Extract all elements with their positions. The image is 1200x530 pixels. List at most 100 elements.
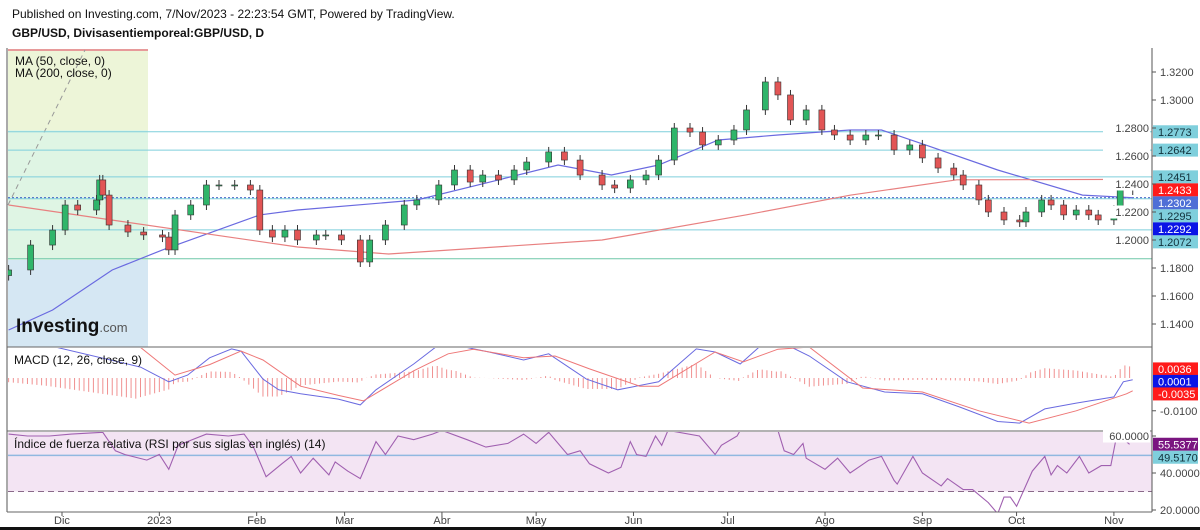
- candle-body: [862, 134, 870, 141]
- time-tick-label: Feb: [247, 515, 266, 527]
- candle-body: [1072, 209, 1080, 216]
- price-tag-bg: [1153, 437, 1198, 451]
- candle-body: [105, 194, 113, 226]
- ma200-legend-label: MA (200, close, 0): [15, 66, 112, 80]
- candle: [281, 225, 289, 243]
- candle-body: [27, 244, 34, 271]
- price-tick-label: 1.3200: [1160, 67, 1194, 79]
- price-tick-label: 1.3000: [1160, 95, 1194, 107]
- candle: [215, 179, 223, 190]
- candle: [256, 185, 264, 236]
- candle: [1060, 200, 1067, 220]
- candle-body: [356, 239, 364, 263]
- rsi-tick-label-bg: [1103, 429, 1150, 443]
- candle-body: [774, 81, 782, 96]
- macd-value-tag: -0.0035: [1153, 387, 1198, 401]
- candle-body: [950, 167, 958, 176]
- rsi-tick-label-group: 60.0000: [1103, 429, 1150, 443]
- candle-body: [400, 204, 408, 226]
- rsi-value-tag: 55.5377: [1153, 437, 1198, 451]
- candle: [510, 165, 518, 185]
- ma-legend: MA (50, close, 0) MA (200, close, 0): [15, 55, 112, 79]
- candle: [1072, 205, 1080, 220]
- candle-body: [743, 109, 750, 131]
- candle: [984, 194, 992, 217]
- candle-body: [466, 169, 474, 183]
- candle-body: [1022, 211, 1030, 223]
- time-tick-label: 2023: [147, 515, 171, 527]
- rsi-legend-label: Índice de fuerza relativa (RSI por sus s…: [14, 437, 326, 451]
- macd-value-tag: 0.0036: [1153, 362, 1198, 376]
- candle: [495, 170, 502, 185]
- symbol-title: GBP/USD, Divisasentiemporeal:GBP/USD, D: [12, 26, 265, 40]
- price-tag-bg: [1153, 170, 1198, 184]
- candle-body: [846, 134, 854, 141]
- price-tag-bg: [1153, 387, 1198, 401]
- candle-body: [523, 161, 531, 171]
- candle: [1085, 205, 1093, 220]
- time-tick-label: Mar: [335, 515, 354, 527]
- candle-body: [256, 189, 264, 231]
- price-tick-label-bg: [1103, 205, 1150, 219]
- time-tick-label: Abr: [433, 515, 450, 527]
- price-tag-bg: [1153, 209, 1198, 223]
- candle: [576, 155, 584, 181]
- time-tick-label: May: [526, 515, 547, 527]
- price-level-tag: 1.2433: [1153, 183, 1198, 197]
- price-tick-label: 1.2600: [1115, 151, 1149, 163]
- candle-body: [730, 129, 738, 141]
- price-tag-bg: [1153, 125, 1198, 139]
- candle: [313, 229, 320, 245]
- price-tag-label: -0.0035: [1158, 389, 1195, 401]
- price-tick-label-bg: [1103, 177, 1150, 191]
- candle-body: [281, 229, 289, 238]
- candle-body: [159, 234, 166, 238]
- price-tag-label: 49.5170: [1158, 452, 1198, 464]
- candle: [1016, 214, 1024, 227]
- candle-body: [831, 129, 838, 136]
- rsi-band: [8, 432, 1152, 492]
- candle: [466, 165, 474, 188]
- candle: [975, 179, 983, 205]
- candle-body: [959, 174, 967, 186]
- candle-body: [479, 174, 487, 183]
- candle: [479, 170, 487, 188]
- candle-body: [670, 127, 678, 161]
- rsi-value-tag: 49.5170: [1153, 450, 1198, 464]
- candle-body: [642, 174, 650, 181]
- candle-body: [906, 144, 914, 151]
- candle: [714, 135, 722, 150]
- candle-body: [919, 144, 926, 159]
- price-tick-label-group: 1.2200: [1103, 205, 1150, 219]
- price-tag-label: 1.2433: [1158, 185, 1192, 197]
- price-level-tag: 1.2295: [1153, 209, 1198, 223]
- candle-body: [99, 179, 107, 196]
- candle: [818, 104, 826, 135]
- price-tag-label: 1.2295: [1158, 211, 1192, 223]
- candle: [802, 104, 810, 126]
- candle-body: [890, 134, 898, 151]
- candle: [774, 76, 782, 100]
- candle-body: [545, 151, 553, 163]
- candle-body: [818, 109, 826, 131]
- price-tag-label: 55.5377: [1158, 439, 1198, 451]
- price-tick-label: 1.1800: [1160, 263, 1194, 275]
- candle: [699, 127, 706, 150]
- candle-body: [322, 234, 330, 237]
- candle: [294, 225, 301, 245]
- candle: [906, 139, 914, 155]
- candle: [743, 104, 750, 135]
- price-tag-bg: [1153, 143, 1198, 157]
- price-level-tag: 1.2302: [1153, 196, 1198, 210]
- price-tag-label: 1.2451: [1158, 172, 1192, 184]
- candle-body: [576, 159, 584, 176]
- candle: [642, 170, 650, 185]
- candle-body: [875, 134, 882, 137]
- candle-body: [413, 199, 421, 206]
- price-tag-bg: [1153, 235, 1198, 249]
- price-tag-label: 1.2302: [1158, 198, 1192, 210]
- candle: [611, 179, 618, 194]
- candle-body: [93, 199, 100, 211]
- candle-body: [934, 157, 942, 169]
